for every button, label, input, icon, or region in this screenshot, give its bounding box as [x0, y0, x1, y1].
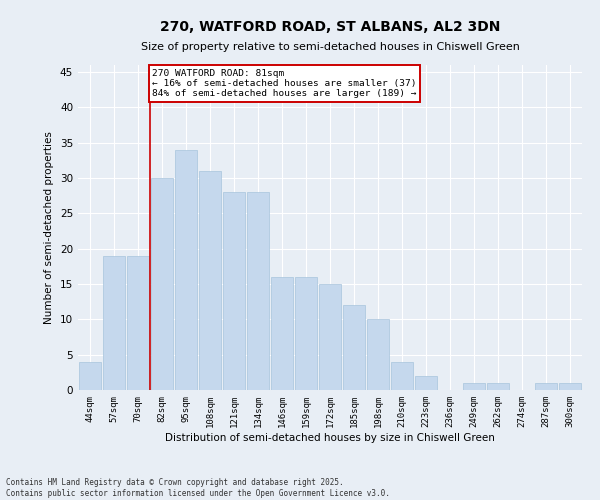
Bar	[343, 305, 365, 390]
Bar	[271, 277, 293, 390]
Bar	[319, 284, 341, 390]
Bar	[79, 362, 101, 390]
Text: 270 WATFORD ROAD: 81sqm
← 16% of semi-detached houses are smaller (37)
84% of se: 270 WATFORD ROAD: 81sqm ← 16% of semi-de…	[152, 68, 416, 98]
Bar	[175, 150, 197, 390]
Bar	[367, 320, 389, 390]
Bar	[559, 383, 581, 390]
Text: Size of property relative to semi-detached houses in Chiswell Green: Size of property relative to semi-detach…	[140, 42, 520, 52]
Y-axis label: Number of semi-detached properties: Number of semi-detached properties	[44, 131, 55, 324]
Bar	[247, 192, 269, 390]
Bar	[391, 362, 413, 390]
Bar	[151, 178, 173, 390]
Bar	[535, 383, 557, 390]
X-axis label: Distribution of semi-detached houses by size in Chiswell Green: Distribution of semi-detached houses by …	[165, 432, 495, 442]
Bar	[463, 383, 485, 390]
Bar	[103, 256, 125, 390]
Text: 270, WATFORD ROAD, ST ALBANS, AL2 3DN: 270, WATFORD ROAD, ST ALBANS, AL2 3DN	[160, 20, 500, 34]
Bar	[223, 192, 245, 390]
Text: Contains HM Land Registry data © Crown copyright and database right 2025.
Contai: Contains HM Land Registry data © Crown c…	[6, 478, 390, 498]
Bar	[487, 383, 509, 390]
Bar	[415, 376, 437, 390]
Bar	[199, 171, 221, 390]
Bar	[127, 256, 149, 390]
Bar	[295, 277, 317, 390]
